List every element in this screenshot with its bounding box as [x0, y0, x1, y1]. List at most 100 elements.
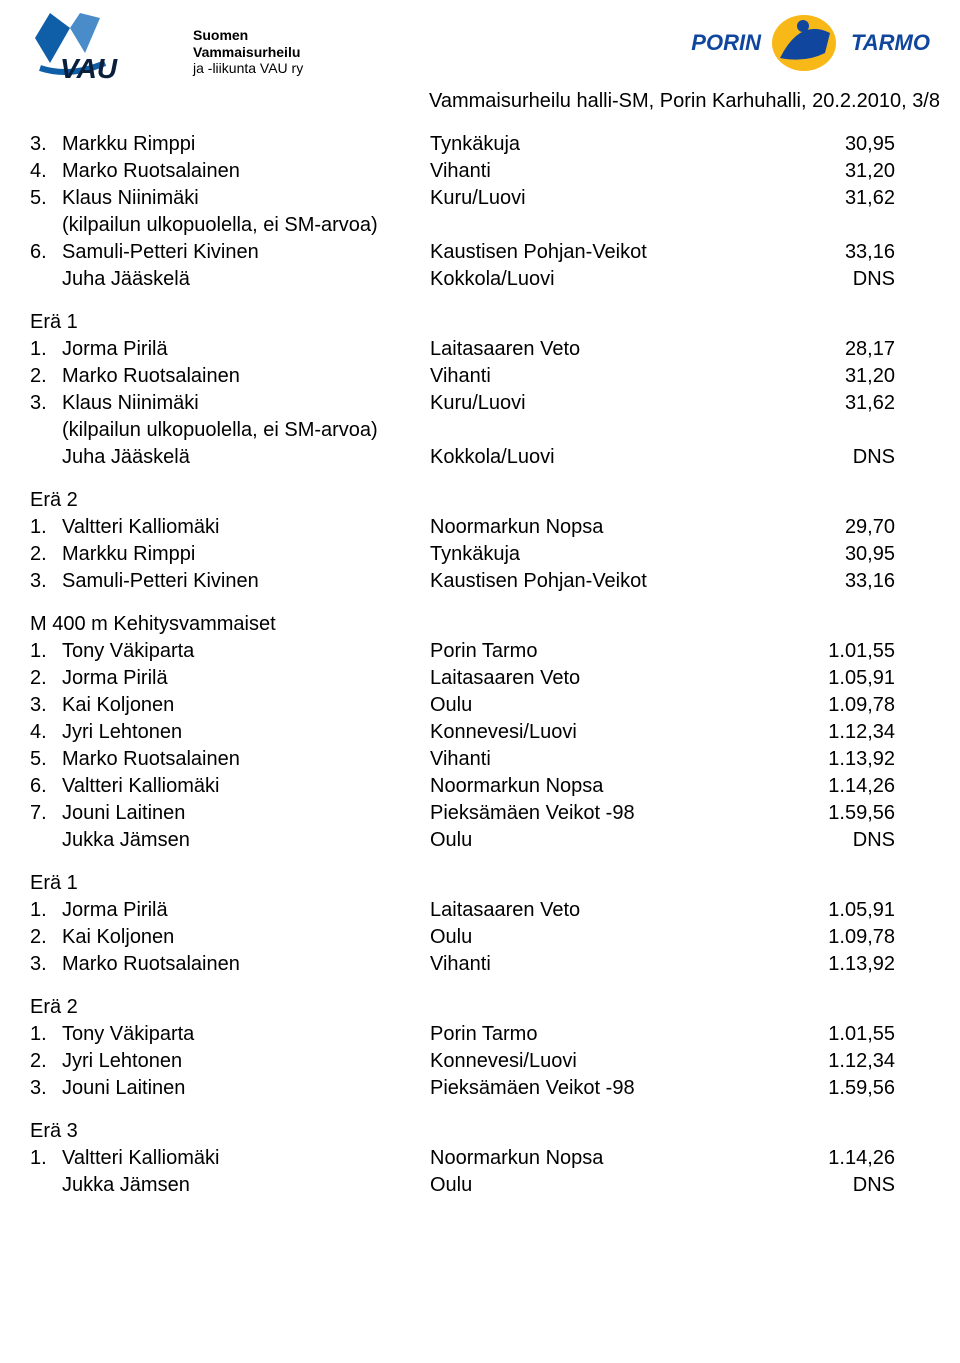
result-name: Klaus Niinimäki — [62, 185, 430, 212]
result-row: Jukka JämsenOuluDNS — [30, 827, 930, 854]
result-club: Vihanti — [430, 746, 780, 773]
result-name: Jukka Jämsen — [62, 827, 430, 854]
result-place: 2. — [30, 665, 62, 692]
result-name: Marko Ruotsalainen — [62, 158, 430, 185]
result-row: 1.Valtteri KalliomäkiNoormarkun Nopsa29,… — [30, 514, 930, 541]
vau-logo-text: Suomen Vammaisurheilu ja -liikunta VAU r… — [193, 27, 303, 77]
result-name: Juha Jääskelä — [62, 444, 430, 471]
result-value: 1.01,55 — [780, 638, 895, 665]
result-row: 2.Jorma PiriläLaitasaaren Veto1.05,91 — [30, 665, 930, 692]
result-place — [30, 266, 62, 293]
result-value: 31,62 — [780, 390, 895, 417]
result-value: 31,20 — [780, 158, 895, 185]
section-title: Erä 1 — [30, 311, 930, 334]
result-place: 3. — [30, 568, 62, 595]
result-club: Kaustisen Pohjan-Veikot — [430, 568, 780, 595]
result-row: 6.Valtteri KalliomäkiNoormarkun Nopsa1.1… — [30, 773, 930, 800]
result-value: 1.59,56 — [780, 1075, 895, 1102]
result-place: 3. — [30, 692, 62, 719]
result-place: 3. — [30, 131, 62, 158]
result-club: Laitasaaren Veto — [430, 665, 780, 692]
result-row: 2.Markku RimppiTynkäkuja30,95 — [30, 541, 930, 568]
result-row: 3.Klaus NiinimäkiKuru/Luovi31,62 — [30, 390, 930, 417]
result-name: Kai Koljonen — [62, 692, 430, 719]
result-place: 2. — [30, 1048, 62, 1075]
section-title: Erä 3 — [30, 1120, 930, 1143]
result-row: 2.Jyri LehtonenKonnevesi/Luovi1.12,34 — [30, 1048, 930, 1075]
result-name: Valtteri Kalliomäki — [62, 1145, 430, 1172]
result-club: Vihanti — [430, 158, 780, 185]
result-club: Porin Tarmo — [430, 638, 780, 665]
result-place: 5. — [30, 185, 62, 212]
result-value: 1.12,34 — [780, 719, 895, 746]
tarmo-logo-icon — [765, 8, 843, 78]
result-row: 5.Klaus NiinimäkiKuru/Luovi31,62 — [30, 185, 930, 212]
result-club: Porin Tarmo — [430, 1021, 780, 1048]
result-name: Valtteri Kalliomäki — [62, 773, 430, 800]
result-name: Jukka Jämsen — [62, 1172, 430, 1199]
result-value: DNS — [780, 266, 895, 293]
result-place: 1. — [30, 897, 62, 924]
result-name: Kai Koljonen — [62, 924, 430, 951]
result-name: Tony Väkiparta — [62, 1021, 430, 1048]
result-place: 4. — [30, 158, 62, 185]
svg-text:VAU: VAU — [60, 53, 118, 84]
result-name: Markku Rimppi — [62, 131, 430, 158]
result-place: 2. — [30, 363, 62, 390]
result-value: 29,70 — [780, 514, 895, 541]
result-name: Jorma Pirilä — [62, 897, 430, 924]
result-value: DNS — [780, 1172, 895, 1199]
result-name: Juha Jääskelä — [62, 266, 430, 293]
porin-tarmo-logo: PORIN TARMO — [691, 8, 930, 78]
result-place — [30, 1172, 62, 1199]
vau-text-line1: Suomen — [193, 27, 303, 44]
result-club: Pieksämäen Veikot -98 — [430, 800, 780, 827]
result-value: 1.13,92 — [780, 746, 895, 773]
result-note: (kilpailun ulkopuolella, ei SM-arvoa) — [62, 212, 930, 239]
result-place: 6. — [30, 239, 62, 266]
result-value: 1.09,78 — [780, 924, 895, 951]
result-club: Oulu — [430, 1172, 780, 1199]
result-club: Noormarkun Nopsa — [430, 514, 780, 541]
result-row: 1.Jorma PiriläLaitasaaren Veto1.05,91 — [30, 897, 930, 924]
result-row: 4.Marko RuotsalainenVihanti31,20 — [30, 158, 930, 185]
result-name: Valtteri Kalliomäki — [62, 514, 430, 541]
result-place — [30, 827, 62, 854]
section-title: Erä 2 — [30, 489, 930, 512]
result-place: 3. — [30, 1075, 62, 1102]
result-place: 7. — [30, 800, 62, 827]
tarmo-text: TARMO — [851, 30, 930, 56]
result-name: Jyri Lehtonen — [62, 1048, 430, 1075]
result-name: Jouni Laitinen — [62, 800, 430, 827]
result-club: Noormarkun Nopsa — [430, 1145, 780, 1172]
result-value: 31,62 — [780, 185, 895, 212]
page: VAU Suomen Vammaisurheilu ja -liikunta V… — [0, 0, 960, 1239]
result-place: 2. — [30, 924, 62, 951]
vau-logo-block: VAU Suomen Vammaisurheilu ja -liikunta V… — [30, 8, 303, 96]
result-name: Samuli-Petteri Kivinen — [62, 239, 430, 266]
result-place: 5. — [30, 746, 62, 773]
result-club: Laitasaaren Veto — [430, 897, 780, 924]
result-value: DNS — [780, 444, 895, 471]
result-club: Noormarkun Nopsa — [430, 773, 780, 800]
result-value: 33,16 — [780, 239, 895, 266]
result-value: 1.01,55 — [780, 1021, 895, 1048]
section-title: Erä 1 — [30, 872, 930, 895]
result-place: 1. — [30, 638, 62, 665]
result-value: 30,95 — [780, 131, 895, 158]
result-club: Konnevesi/Luovi — [430, 719, 780, 746]
result-name: Marko Ruotsalainen — [62, 746, 430, 773]
result-value: 1.14,26 — [780, 1145, 895, 1172]
result-club: Kaustisen Pohjan-Veikot — [430, 239, 780, 266]
result-club: Tynkäkuja — [430, 131, 780, 158]
result-club: Laitasaaren Veto — [430, 336, 780, 363]
result-row: 1.Jorma PiriläLaitasaaren Veto28,17 — [30, 336, 930, 363]
result-value: 33,16 — [780, 568, 895, 595]
result-name: Tony Väkiparta — [62, 638, 430, 665]
result-place: 1. — [30, 1021, 62, 1048]
result-club: Oulu — [430, 692, 780, 719]
result-row: 3.Markku RimppiTynkäkuja30,95 — [30, 131, 930, 158]
result-row: Juha JääskeläKokkola/LuoviDNS — [30, 266, 930, 293]
result-row: 3.Samuli-Petteri KivinenKaustisen Pohjan… — [30, 568, 930, 595]
result-club: Oulu — [430, 827, 780, 854]
